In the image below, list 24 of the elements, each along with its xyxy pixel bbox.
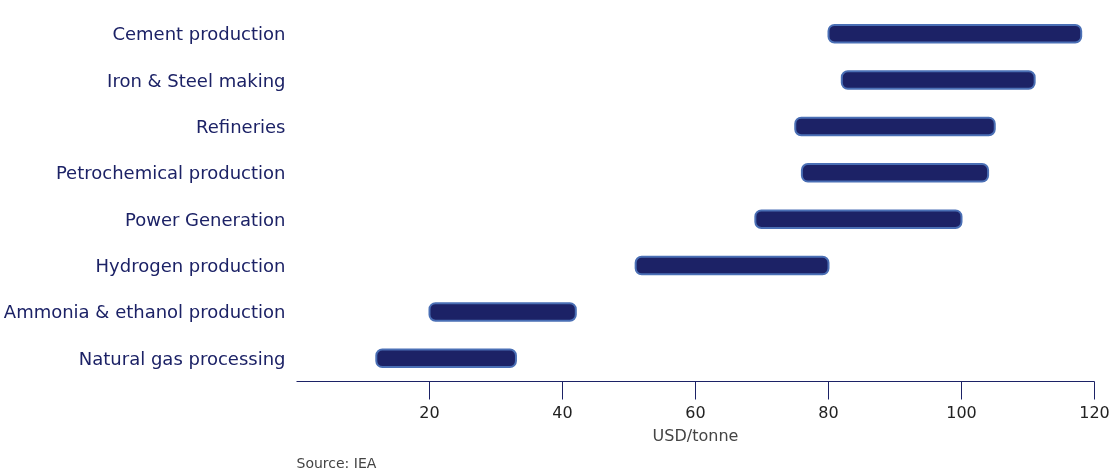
y-tick-label: Ammonia & ethanol production bbox=[3, 301, 286, 323]
x-tick-label: 80 bbox=[818, 402, 839, 422]
y-tick-label: Hydrogen production bbox=[95, 255, 286, 277]
bar bbox=[840, 70, 1036, 90]
bar bbox=[827, 23, 1083, 44]
bar bbox=[754, 209, 963, 229]
source-note: Source: IEA bbox=[296, 454, 377, 471]
y-tick-label: Natural gas processing bbox=[78, 347, 286, 369]
y-tick-label: Power Generation bbox=[124, 208, 286, 230]
x-tick-label: 40 bbox=[552, 402, 573, 422]
y-tick-label: Refineries bbox=[196, 115, 286, 137]
y-tick-label: Iron & Steel making bbox=[107, 69, 286, 91]
bar bbox=[428, 302, 577, 322]
x-tick-label: 120 bbox=[1079, 402, 1110, 422]
y-tick-label: Petrochemical production bbox=[55, 162, 286, 184]
y-tick-label: Cement production bbox=[112, 23, 286, 45]
bar bbox=[375, 348, 517, 369]
bar bbox=[794, 116, 996, 137]
bar bbox=[800, 163, 990, 183]
x-tick-label: 20 bbox=[419, 402, 440, 422]
bar bbox=[634, 255, 830, 276]
x-axis-title: USD/tonne bbox=[652, 425, 739, 445]
x-tick-label: 100 bbox=[946, 402, 977, 422]
x-tick-label: 60 bbox=[685, 402, 706, 422]
